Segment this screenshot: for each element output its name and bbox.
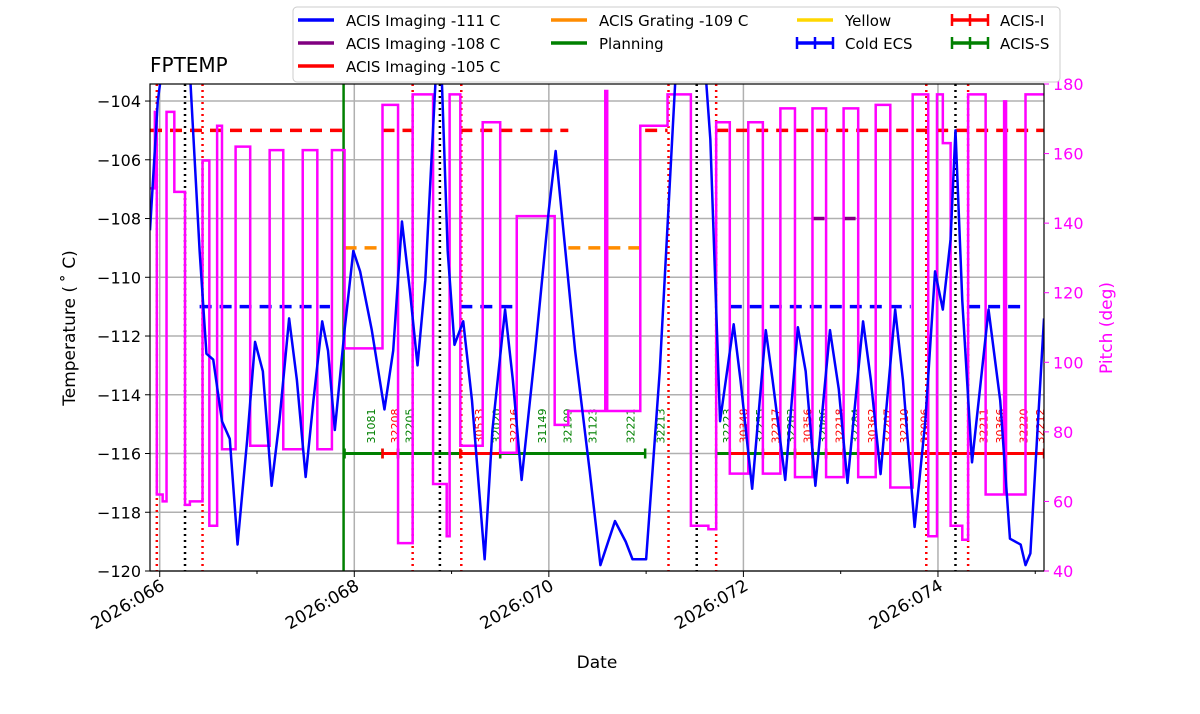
- y2-tick-label: 120: [1053, 284, 1084, 303]
- y2-tick-label: 60: [1053, 492, 1073, 511]
- temperature-series: [150, 84, 1044, 567]
- y2-tick-label: 100: [1053, 353, 1084, 372]
- legend-label: ACIS-I: [1000, 12, 1044, 30]
- y-tick-label: −114: [97, 386, 141, 405]
- y-tick-label: −108: [97, 210, 141, 229]
- legend-label: Planning: [599, 35, 664, 53]
- obsid-label: 32205: [404, 409, 417, 444]
- legend-label: ACIS Grating -109 C: [599, 12, 748, 30]
- legend-box: [292, 6, 1061, 83]
- x-tick-label: 2026:072: [671, 576, 752, 634]
- legend-label: Yellow: [844, 12, 891, 30]
- plot-frame: [149, 83, 1045, 572]
- x-tick-label: 2026:074: [866, 576, 947, 634]
- obsid-label: 31123: [587, 409, 600, 444]
- y-tick-label: −116: [97, 445, 141, 464]
- y2-tick-label: 160: [1053, 145, 1084, 164]
- obsid-label: 32220: [1018, 409, 1031, 444]
- legend-label: Cold ECS: [845, 35, 913, 53]
- y-tick-label: −120: [97, 562, 141, 581]
- obsid-label: 31081: [365, 409, 378, 444]
- chart-title: FPTEMP: [150, 53, 228, 77]
- obsid-label: 32208: [389, 409, 402, 444]
- y2-tick-label: 80: [1053, 423, 1073, 442]
- obsid-label: 32212: [1034, 409, 1047, 444]
- y2-tick-label: 140: [1053, 214, 1084, 233]
- legend-label: ACIS Imaging -111 C: [346, 12, 500, 30]
- x-tick-label: 2026:068: [282, 576, 363, 634]
- y-axis-label: Temperature ( ˚ C): [59, 250, 80, 407]
- y-tick-label: −106: [97, 151, 141, 170]
- obsid-label: 32211: [978, 409, 991, 444]
- pitch-series: [150, 89, 1044, 545]
- x-axis-label: Date: [577, 653, 618, 673]
- x-tick-label: 2026:070: [477, 576, 558, 634]
- y-tick-label: −104: [97, 92, 141, 111]
- legend-label: ACIS Imaging -105 C: [346, 58, 500, 76]
- legend-label: ACIS-S: [1000, 35, 1049, 53]
- y2-tick-label: 180: [1053, 75, 1084, 94]
- y-tick-label: −118: [97, 503, 141, 522]
- obsid-label: 32221: [625, 409, 638, 444]
- obsid-label: 32213: [655, 409, 668, 444]
- x-tick-label: 2026:066: [88, 576, 169, 634]
- y2-tick-label: 40: [1053, 562, 1073, 581]
- y2-axis-label: Pitch (deg): [1097, 282, 1117, 374]
- obsid-label: 32223: [721, 409, 734, 444]
- y-tick-label: −112: [97, 327, 141, 346]
- plot-area: 31081 32208 32205 30533 32020 32216 31149 32199…: [150, 84, 1047, 571]
- y-tick-label: −110: [97, 268, 141, 287]
- legend-label: ACIS Imaging -108 C: [346, 35, 500, 53]
- legend: ACIS Imaging -111 C ACIS Imaging -108 C AC…: [292, 6, 1061, 83]
- obsid-label: 31149: [536, 409, 549, 444]
